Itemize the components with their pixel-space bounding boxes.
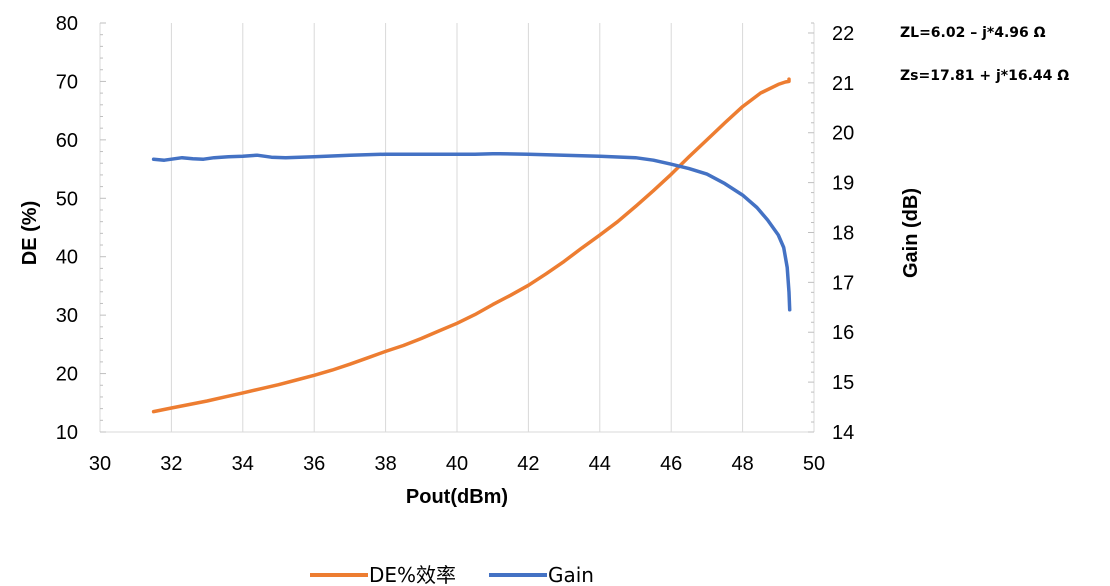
x-tick-label: 32	[160, 453, 182, 475]
x-axis-title: Pout(dBm)	[406, 486, 508, 508]
x-tick-label: 34	[232, 453, 254, 475]
gain-series-line	[151, 151, 792, 312]
left-y-tick-label: 70	[56, 71, 78, 93]
right-y-tick-label: 22	[832, 23, 854, 45]
x-tick-label: 40	[446, 453, 468, 475]
x-tick-label: 50	[803, 453, 825, 475]
legend: DE%效率 Gain	[310, 563, 594, 586]
right-y-tick-label: 19	[832, 173, 854, 195]
right-y-tick-label: 16	[832, 322, 854, 344]
left-y-tick-label: 40	[56, 247, 78, 269]
load-impedance-annotation: ZL=6.02 – j*4.96 Ω	[900, 25, 1046, 41]
left-y-axis-title: DE (%)	[19, 201, 41, 265]
right-y-tick-label: 20	[832, 123, 854, 145]
de-series-line	[151, 77, 791, 414]
left-y-tick-label: 80	[56, 13, 78, 35]
grid	[170, 23, 744, 432]
left-y-tick-labels: 10 20 30 40 50 60 70 80	[56, 13, 78, 444]
source-impedance-annotation: Zs=17.81 + j*16.44 Ω	[900, 68, 1069, 84]
left-y-tick-label: 50	[56, 188, 78, 210]
right-y-tick-label: 21	[832, 73, 854, 95]
left-y-tick-label: 20	[56, 364, 78, 386]
right-y-tick-label: 17	[832, 272, 854, 294]
x-tick-label: 36	[303, 453, 325, 475]
series-lines	[151, 77, 792, 414]
right-y-tick-label: 14	[832, 422, 854, 444]
axes	[99, 22, 815, 433]
x-tick-label: 46	[660, 453, 682, 475]
legend-label-de: DE%效率	[369, 563, 456, 586]
x-tick-label: 42	[517, 453, 539, 475]
left-y-tick-label: 30	[56, 305, 78, 327]
legend-label-gain: Gain	[548, 563, 594, 586]
left-y-tick-label: 10	[56, 422, 78, 444]
x-tick-label: 48	[731, 453, 753, 475]
right-y-axis-title: Gain (dB)	[900, 188, 922, 278]
x-tick-label: 30	[89, 453, 111, 475]
right-y-tick-label: 15	[832, 372, 854, 394]
x-tick-label: 38	[374, 453, 396, 475]
left-y-tick-label: 60	[56, 130, 78, 152]
right-y-tick-labels: 14 15 16 17 18 19 20 21 22	[832, 23, 854, 444]
right-y-tick-label: 18	[832, 222, 854, 244]
x-tick-label: 44	[589, 453, 611, 475]
x-tick-labels: 30 32 34 36 38 40 42 44 46 48 50	[89, 453, 825, 475]
